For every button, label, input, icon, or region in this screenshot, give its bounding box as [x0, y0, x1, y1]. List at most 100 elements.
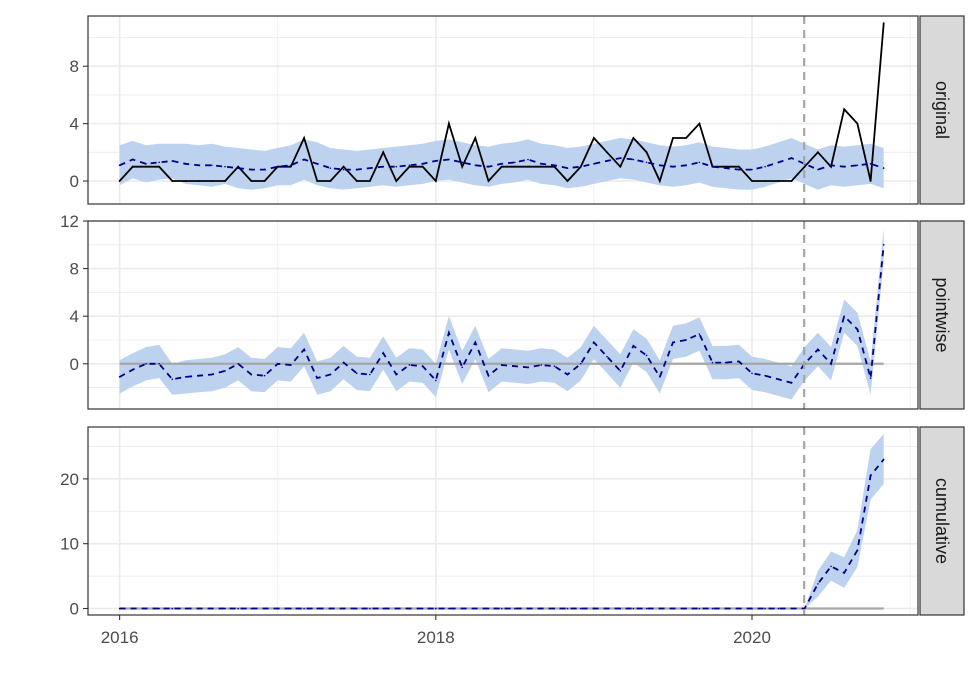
- predicted-point: [606, 355, 608, 358]
- predicted-point: [342, 607, 345, 610]
- predicted-point: [276, 362, 279, 365]
- panel-pointwise: 0 4 8 12 pointwise: [60, 212, 965, 410]
- predicted-point: [316, 377, 319, 379]
- observed-point: [303, 137, 306, 139]
- predicted-point: [553, 164, 556, 167]
- predicted-point: [224, 370, 226, 372]
- predicted-point: [527, 158, 529, 161]
- predicted-point: [632, 158, 635, 161]
- observed-point: [685, 137, 687, 139]
- predicted-point: [263, 168, 266, 171]
- predicted-point: [250, 373, 253, 376]
- predicted-point: [738, 168, 740, 171]
- predicted-point: [382, 352, 384, 354]
- panel-border: [87, 426, 919, 616]
- predicted-point: [619, 607, 622, 610]
- predicted-point: [290, 364, 292, 366]
- predicted-point: [711, 607, 714, 610]
- observed-point: [145, 165, 147, 168]
- y-tick-label: 0: [70, 355, 79, 374]
- predicted-point: [224, 607, 226, 610]
- observed-point: [672, 137, 674, 139]
- panel-original: 0 4 8 original: [70, 15, 965, 205]
- panel-plot-area: [118, 16, 885, 204]
- predicted-point: [500, 364, 503, 366]
- predicted-point: [131, 368, 134, 371]
- predicted-point: [856, 328, 859, 331]
- observed-point: [487, 180, 490, 182]
- predicted-point: [593, 607, 595, 610]
- predicted-point: [830, 362, 832, 365]
- predicted-point: [777, 378, 780, 381]
- observed-point: [118, 180, 121, 182]
- predicted-point: [803, 607, 806, 610]
- observed-point: [421, 165, 424, 168]
- predicted-point: [118, 164, 121, 167]
- predicted-point: [237, 167, 239, 169]
- predicted-point: [579, 165, 582, 168]
- predicted-point: [276, 607, 279, 610]
- y-tick-label: 8: [70, 57, 79, 76]
- observed-point: [632, 137, 635, 139]
- predicted-point: [540, 163, 543, 165]
- predicted-point: [395, 165, 398, 168]
- predicted-point: [197, 374, 200, 377]
- predicted-point: [263, 374, 266, 377]
- predicted-point: [184, 376, 187, 378]
- panel-background: [88, 427, 918, 615]
- observed-point: [882, 22, 885, 25]
- predicted-point: [777, 607, 780, 610]
- predicted-point: [474, 164, 477, 167]
- observed-point: [250, 180, 253, 182]
- predicted-point: [764, 165, 766, 168]
- predicted-point: [817, 348, 819, 351]
- facet-strip: [919, 426, 965, 616]
- predicted-point: [118, 376, 121, 378]
- predicted-point: [474, 341, 477, 344]
- observed-point: [527, 165, 529, 168]
- predicted-point: [764, 607, 766, 610]
- observed-point: [289, 165, 292, 168]
- predicted-point: [276, 165, 279, 168]
- predicted-point: [316, 163, 319, 165]
- observed-point: [316, 180, 319, 182]
- observed-point: [843, 108, 846, 111]
- predicted-point: [856, 549, 859, 551]
- predicted-point: [435, 160, 437, 162]
- predicted-point: [738, 607, 740, 610]
- predicted-point: [593, 163, 595, 165]
- panel-border: [87, 15, 919, 205]
- predicted-point: [659, 607, 661, 610]
- y-tick-label: 4: [70, 115, 79, 134]
- predicted-point: [197, 164, 200, 167]
- predicted-point: [408, 364, 411, 366]
- predicted-point: [790, 157, 793, 159]
- predicted-point: [830, 565, 832, 568]
- predicted-point: [606, 160, 608, 162]
- predicted-point: [224, 165, 226, 168]
- predicted-point: [566, 167, 569, 169]
- observed-point: [263, 180, 266, 182]
- predicted-point: [237, 607, 239, 610]
- observed-point: [461, 165, 464, 168]
- predicted-point: [711, 361, 714, 364]
- predicted-point: [250, 168, 253, 171]
- predicted-point: [619, 370, 622, 372]
- y-tick-label: 10: [60, 535, 79, 554]
- predicted-point: [882, 243, 885, 246]
- facet-strip: [919, 15, 965, 205]
- predicted-point: [369, 373, 371, 376]
- predicted-point: [474, 607, 477, 610]
- predicted-point: [369, 607, 371, 610]
- predicted-point: [698, 607, 701, 610]
- predicted-point: [843, 315, 845, 317]
- predicted-point: [448, 332, 450, 334]
- observed-point: [355, 180, 358, 182]
- predicted-point: [342, 168, 345, 171]
- predicted-point: [250, 607, 253, 610]
- interval-band: [119, 228, 884, 400]
- predicted-point: [514, 607, 516, 610]
- facet-strip: [919, 220, 965, 410]
- facet-strip-label: cumulative: [932, 478, 952, 564]
